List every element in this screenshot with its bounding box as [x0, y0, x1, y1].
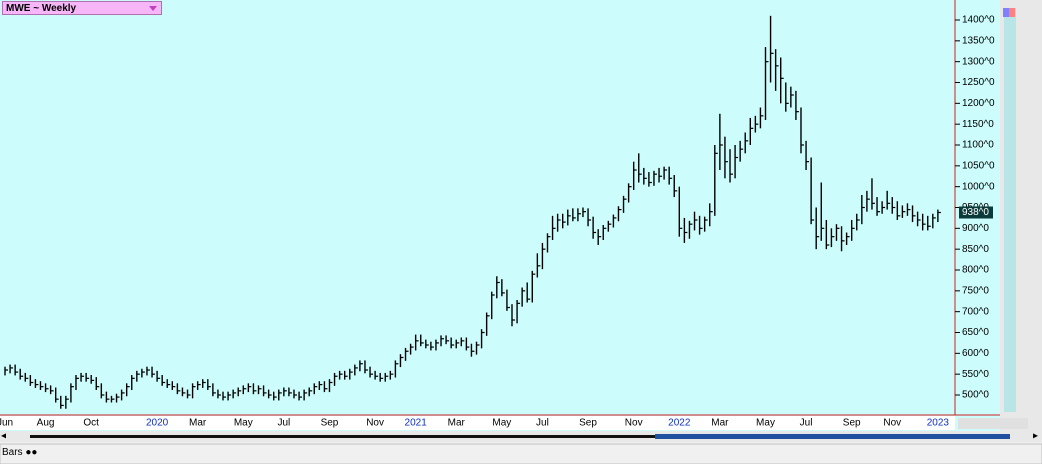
x-tick-label: Nov [366, 418, 384, 429]
x-tick-label: Nov [625, 418, 643, 429]
y-tick-label: 1200^0 [962, 98, 995, 109]
last-price-label: 938^0 [962, 207, 989, 218]
y-tick-label: 550^0 [962, 369, 989, 380]
scroll-left[interactable]: ◂ [1, 431, 6, 442]
scroll-thumb[interactable] [655, 434, 1010, 439]
tab-label: Bars [2, 447, 23, 458]
y-tick-label: 1350^0 [962, 35, 995, 46]
tab-bars[interactable]: Bars ●● [2, 447, 38, 458]
y-tick-label: 1400^0 [962, 15, 995, 26]
sell-button[interactable] [1009, 8, 1015, 17]
x-tick-label: Sep [321, 418, 339, 429]
x-tick-label: 2020 [146, 418, 169, 429]
x-tick-label: Aug [37, 418, 55, 429]
y-tick-label: 600^0 [962, 348, 989, 359]
x-tick-label: Mar [448, 418, 466, 429]
y-tick-label: 850^0 [962, 244, 989, 255]
y-tick-label: 1250^0 [962, 77, 995, 88]
x-tick-label: Sep [579, 418, 597, 429]
plot-background [0, 0, 1000, 432]
x-tick-label: Mar [711, 418, 729, 429]
side-scroll [1004, 8, 1016, 412]
y-tick-label: 1050^0 [962, 160, 995, 171]
toolbar-buttons[interactable] [958, 418, 1028, 429]
last-price-box [959, 206, 993, 219]
y-tick-label: 1300^0 [962, 56, 995, 67]
y-tick-label: 650^0 [962, 327, 989, 338]
x-tick-label: May [756, 418, 775, 429]
y-tick-label: 750^0 [962, 285, 989, 296]
symbol-dropdown[interactable]: MWE ~ Weekly [2, 1, 162, 15]
y-tick-label: 900^0 [962, 223, 989, 234]
x-tick-label: 2022 [668, 418, 691, 429]
y-tick-label: 1000^0 [962, 181, 995, 192]
y-tick-label: 1150^0 [962, 119, 994, 130]
scroll-track [30, 435, 1010, 438]
x-tick-label: 2023 [927, 418, 950, 429]
x-tick-label: Mar [189, 418, 207, 429]
buy-button[interactable] [1003, 8, 1009, 17]
y-tick-label: 1100^0 [962, 140, 994, 151]
x-tick-label: May [492, 418, 511, 429]
x-tick-label: Oct [83, 418, 99, 429]
y-tick-label: 800^0 [962, 265, 989, 276]
y-tick-label: 700^0 [962, 306, 989, 317]
x-tick-label: Sep [843, 418, 861, 429]
x-tick-label: Jul [277, 418, 290, 429]
symbol-label: MWE ~ Weekly [6, 3, 77, 14]
scroll-right[interactable]: ▸ [1033, 431, 1038, 442]
x-tick-label: Jul [536, 418, 549, 429]
x-tick-label: Nov [883, 418, 901, 429]
tab-bar [0, 443, 1042, 464]
y-tick-label: 500^0 [962, 390, 989, 401]
x-axis-band [0, 416, 955, 430]
x-tick-label: May [234, 418, 253, 429]
x-tick-label: Jul [800, 418, 813, 429]
x-tick-label: Jun [0, 418, 13, 429]
x-tick-label: 2021 [405, 418, 428, 429]
